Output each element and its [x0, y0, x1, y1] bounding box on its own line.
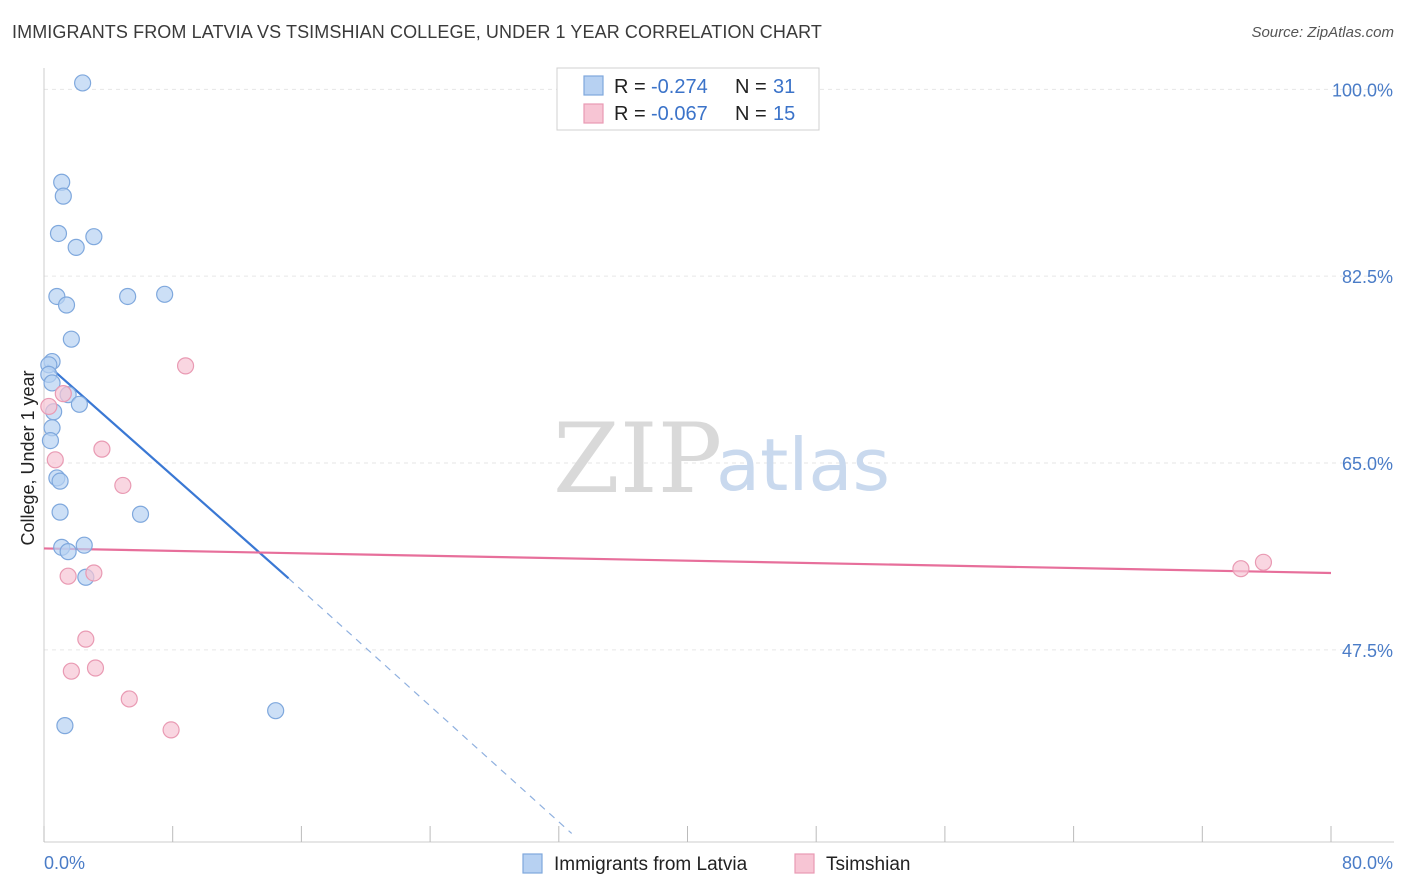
y-tick-label: 65.0%	[1342, 454, 1393, 474]
watermark: ZIP atlas	[553, 403, 890, 515]
legend-swatch-tsimshian	[583, 103, 604, 124]
series-legend: Immigrants from Latvia Tsimshian	[522, 853, 910, 875]
legend-r-value-latvia: -0.274	[651, 76, 708, 98]
chart-source: Source: ZipAtlas.com	[1251, 24, 1394, 41]
point-latvia	[43, 374, 61, 392]
y-tick-label: 47.5%	[1342, 641, 1393, 661]
watermark-atlas: atlas	[716, 423, 890, 507]
series-legend-label-tsimshian: Tsimshian	[826, 854, 910, 875]
point-latvia	[85, 228, 103, 246]
point-tsimshian	[93, 440, 111, 458]
data-points	[40, 74, 1273, 739]
trend-line-tsimshian	[43, 547, 1332, 575]
chart-title: IMMIGRANTS FROM LATVIA VS TSIMSHIAN COLL…	[12, 22, 822, 42]
x-tick-labels: 0.0% 80.0%	[44, 853, 1393, 873]
legend-n-value-latvia: 31	[773, 76, 795, 98]
y-axis-label: College, Under 1 year	[18, 370, 38, 545]
y-tick-labels: 100.0% 82.5% 65.0% 47.5%	[1332, 80, 1393, 660]
y-tick-label: 82.5%	[1342, 267, 1393, 287]
point-latvia	[156, 285, 174, 303]
point-tsimshian	[1232, 560, 1250, 578]
point-latvia	[119, 287, 137, 306]
point-latvia	[74, 74, 92, 92]
point-latvia	[57, 296, 76, 314]
legend-n-label-latvia: N =	[735, 76, 767, 98]
trend-lines	[43, 363, 1332, 834]
point-tsimshian	[120, 690, 138, 708]
legend-r-value-tsimshian: -0.067	[651, 103, 708, 125]
point-latvia	[267, 702, 285, 720]
point-latvia	[62, 330, 80, 348]
point-latvia	[49, 224, 68, 243]
series-legend-label-latvia: Immigrants from Latvia	[554, 854, 748, 875]
axes	[43, 68, 1394, 843]
x-tick-label-min: 0.0%	[44, 853, 85, 873]
trend-line-latvia-extension	[288, 577, 573, 834]
point-latvia	[131, 505, 150, 523]
point-latvia	[70, 395, 88, 413]
legend-swatch-latvia	[583, 75, 604, 96]
x-tick-label-max: 80.0%	[1342, 853, 1393, 873]
series-legend-swatch-tsimshian	[794, 853, 815, 874]
stats-legend: R = -0.274 N = 31 R = -0.067 N = 15	[556, 67, 820, 131]
point-tsimshian	[40, 397, 58, 416]
point-tsimshian	[162, 721, 180, 739]
point-tsimshian	[54, 385, 72, 403]
legend-n-value-tsimshian: 15	[773, 103, 795, 125]
grid-lines	[44, 88, 1394, 651]
point-latvia	[41, 431, 60, 450]
point-latvia	[56, 717, 74, 735]
y-tick-label: 100.0%	[1332, 80, 1393, 100]
point-tsimshian	[86, 659, 105, 677]
trend-line-latvia	[46, 363, 290, 580]
watermark-zip: ZIP	[553, 403, 722, 515]
point-tsimshian	[77, 630, 95, 648]
point-latvia	[59, 543, 77, 561]
point-tsimshian	[1254, 553, 1273, 571]
point-tsimshian	[114, 476, 132, 495]
point-latvia	[54, 187, 72, 205]
point-tsimshian	[176, 357, 195, 375]
point-latvia	[51, 503, 69, 521]
point-latvia	[67, 238, 85, 256]
legend-r-label-latvia: R =	[614, 76, 646, 98]
point-latvia	[51, 472, 69, 490]
legend-n-label-tsimshian: N =	[735, 103, 767, 125]
point-tsimshian	[85, 564, 103, 582]
point-tsimshian	[46, 451, 64, 469]
series-legend-swatch-latvia	[522, 853, 543, 874]
point-tsimshian	[62, 662, 80, 680]
legend-r-label-tsimshian: R =	[614, 103, 646, 125]
point-tsimshian	[59, 567, 77, 585]
point-latvia	[75, 536, 93, 554]
